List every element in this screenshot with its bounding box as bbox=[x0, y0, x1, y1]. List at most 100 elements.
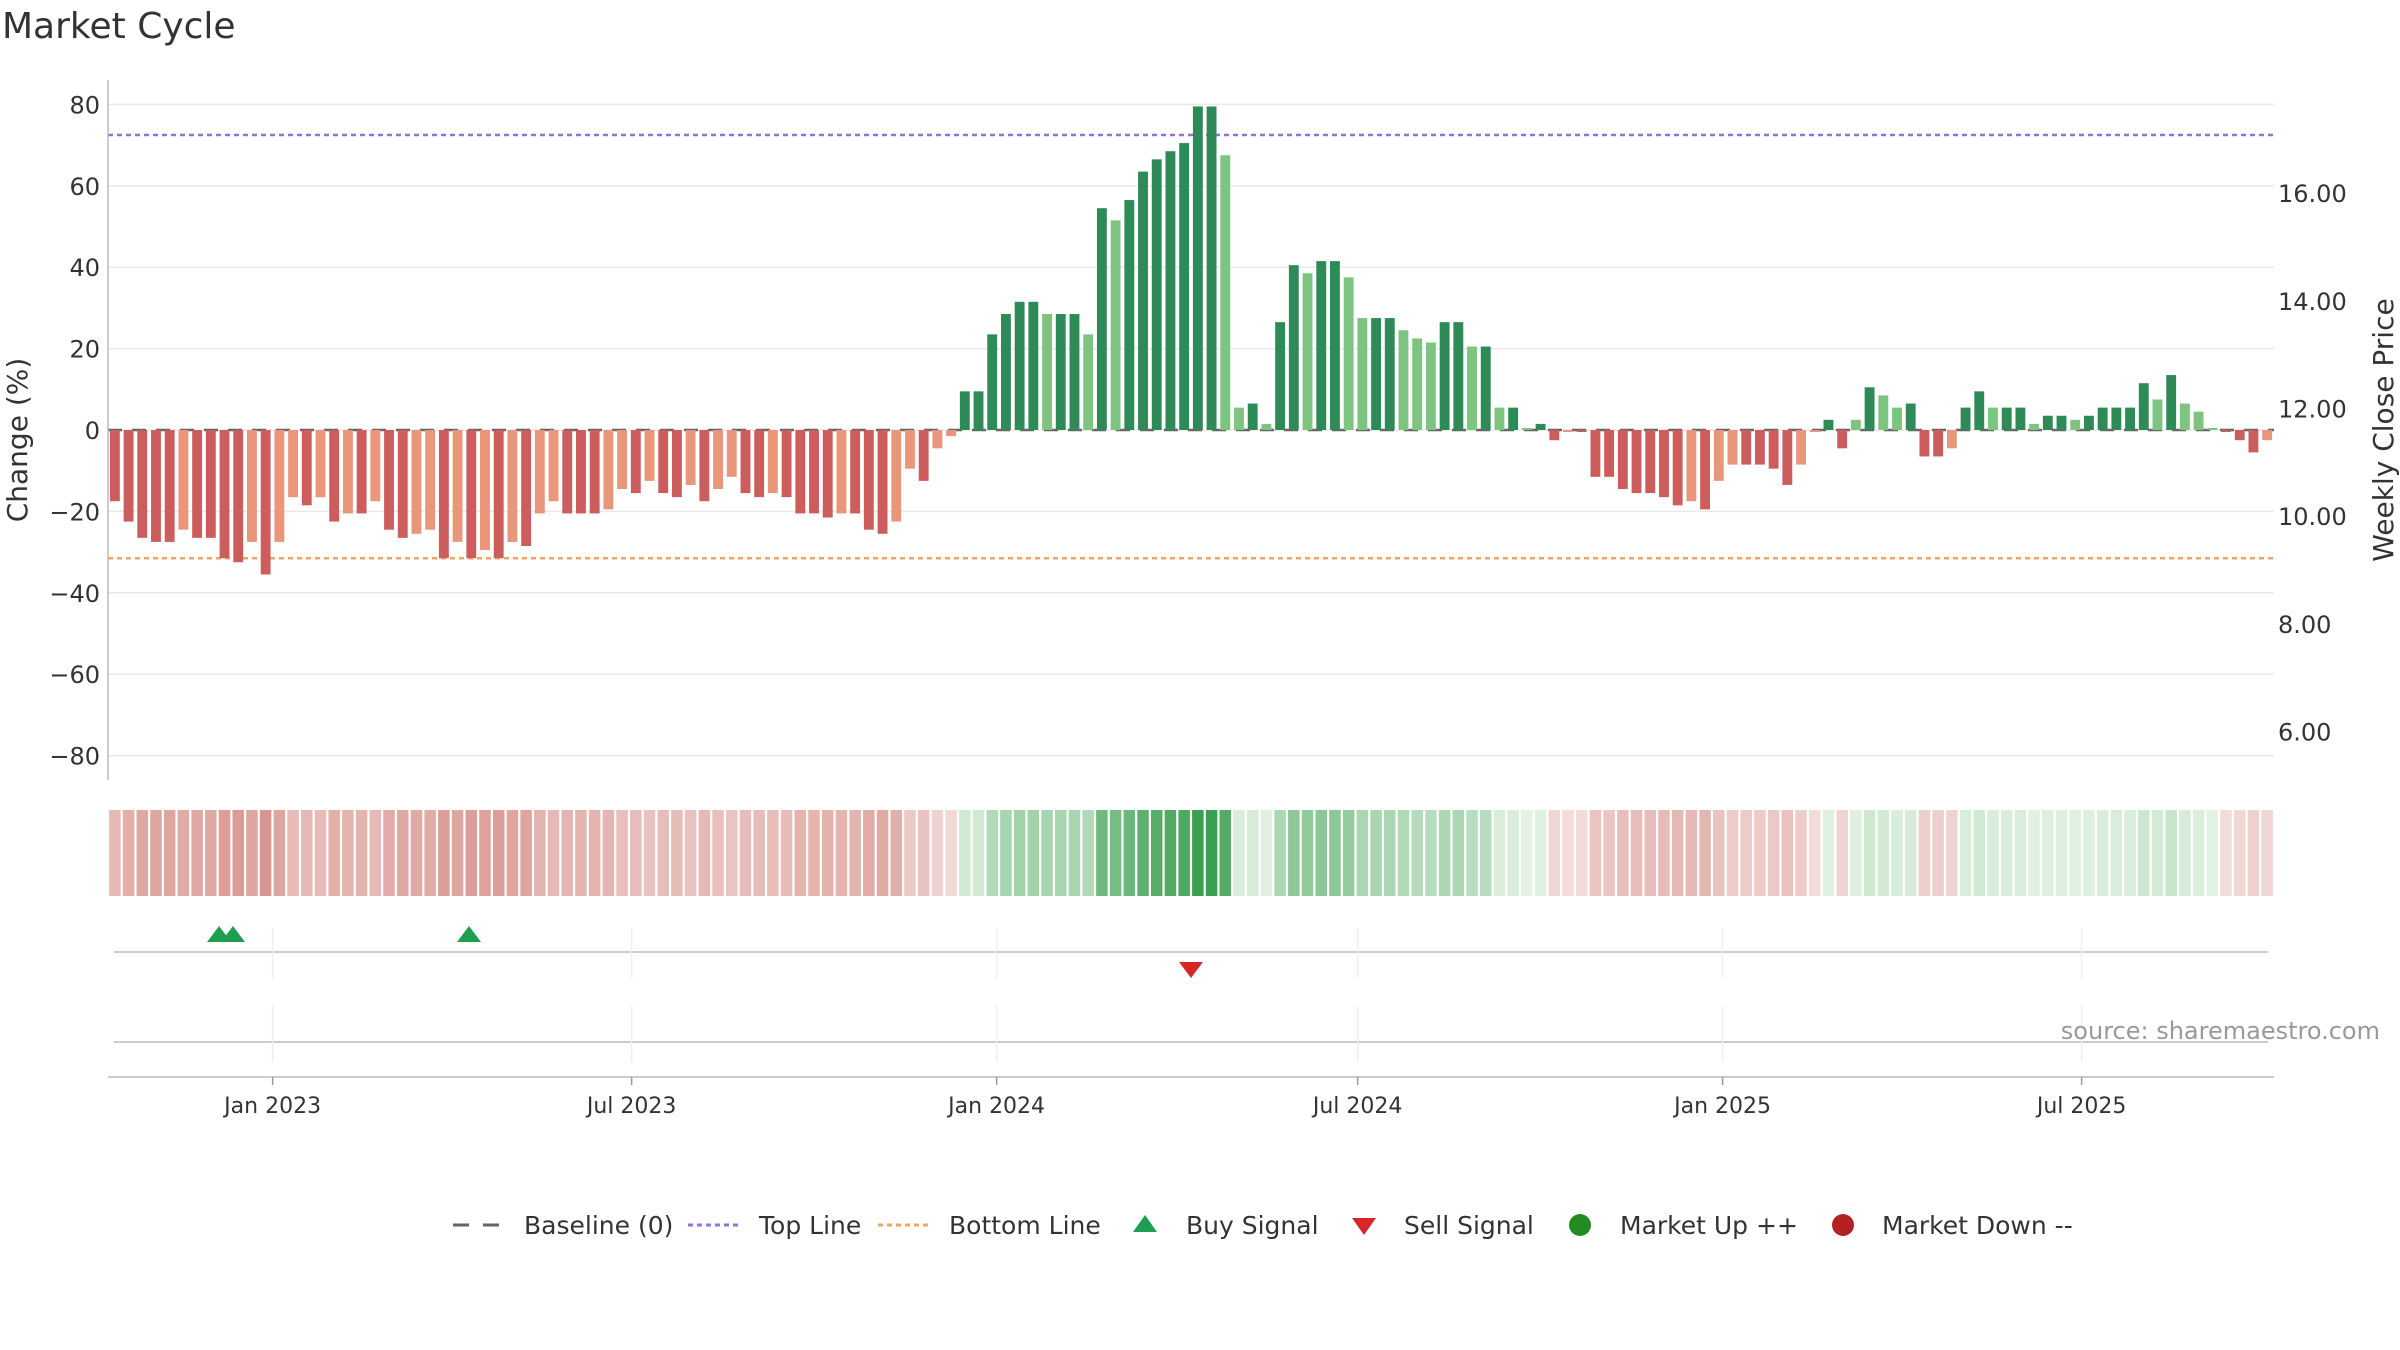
change-bar bbox=[850, 430, 861, 514]
heat-cell bbox=[1630, 810, 1643, 896]
change-bar bbox=[2152, 399, 2163, 430]
change-bar bbox=[2015, 407, 2026, 430]
change-bar bbox=[1398, 330, 1409, 430]
heat-cell bbox=[794, 810, 807, 896]
x-tick-label: Jul 2025 bbox=[2035, 1094, 2127, 1119]
heat-cell bbox=[2138, 810, 2150, 896]
heat-cell bbox=[739, 810, 752, 896]
heat-cell bbox=[2000, 810, 2013, 896]
heat-cell bbox=[1767, 810, 1780, 896]
heat-cell bbox=[986, 810, 998, 896]
change-bar bbox=[452, 430, 463, 542]
heat-cell bbox=[1795, 810, 1807, 896]
y-tick-label: 40 bbox=[69, 254, 100, 282]
change-bar bbox=[781, 430, 792, 498]
change-bar bbox=[2221, 430, 2231, 433]
change-bar bbox=[1083, 334, 1094, 430]
y-axis-label: Change (%) bbox=[1, 358, 34, 523]
change-bar bbox=[1330, 261, 1340, 430]
change-bar bbox=[877, 430, 888, 534]
heat-cell bbox=[959, 810, 971, 896]
heat-cell bbox=[1932, 810, 1944, 896]
heat-cell bbox=[1685, 810, 1698, 896]
change-bar bbox=[1796, 430, 1806, 465]
heat-cell bbox=[2014, 810, 2027, 896]
y2-axis-label: Weekly Close Price bbox=[2367, 298, 2400, 561]
heat-cell bbox=[2042, 810, 2054, 896]
heat-cell bbox=[2206, 810, 2219, 896]
change-bar bbox=[1069, 314, 1080, 430]
change-bar bbox=[1549, 430, 1560, 441]
heat-cell bbox=[1192, 810, 1204, 896]
change-bar bbox=[1700, 430, 1711, 510]
change-bar bbox=[1179, 143, 1190, 430]
heat-cell bbox=[1863, 810, 1876, 896]
heat-cell bbox=[917, 810, 930, 896]
x-tick-label: Jan 2025 bbox=[1672, 1094, 1771, 1119]
heat-cell bbox=[1987, 810, 1999, 896]
change-bar bbox=[1412, 338, 1423, 430]
heat-cell bbox=[945, 810, 957, 896]
legend-sell-signal-icon bbox=[1352, 1218, 1376, 1235]
change-bar bbox=[713, 430, 723, 490]
change-bar bbox=[2179, 403, 2190, 430]
change-bar bbox=[1604, 430, 1615, 477]
change-bar bbox=[1151, 159, 1162, 430]
change-bar bbox=[2070, 419, 2081, 430]
heat-cell bbox=[1109, 810, 1122, 896]
change-bar bbox=[589, 430, 600, 514]
change-bar bbox=[836, 430, 847, 514]
heat-cell bbox=[2261, 810, 2273, 896]
change-bar bbox=[1467, 346, 1477, 430]
heat-cell bbox=[396, 810, 409, 896]
change-bar bbox=[493, 430, 504, 559]
y2-tick-label: 16.00 bbox=[2278, 180, 2347, 208]
heat-cell bbox=[1562, 810, 1574, 896]
change-bar bbox=[1494, 407, 1505, 430]
change-bar bbox=[1809, 430, 1820, 433]
change-bar bbox=[644, 430, 655, 481]
heat-cell bbox=[1411, 810, 1423, 896]
change-bar bbox=[2042, 415, 2053, 430]
change-bar bbox=[370, 430, 381, 502]
change-bar bbox=[1590, 430, 1601, 477]
change-bar bbox=[1754, 430, 1765, 465]
heat-cell bbox=[1589, 810, 1602, 896]
change-bar bbox=[1220, 155, 1231, 430]
heat-cell bbox=[1822, 810, 1835, 896]
heat-cell bbox=[1013, 810, 1026, 896]
grid-layer bbox=[108, 103, 2274, 757]
change-bar bbox=[1096, 208, 1107, 430]
change-bar bbox=[946, 430, 957, 437]
source-note: source: sharemaestro.com bbox=[2061, 1017, 2380, 1045]
heat-cell bbox=[205, 810, 217, 896]
change-bar bbox=[1453, 322, 1464, 430]
change-bar bbox=[1960, 407, 1971, 430]
change-bar bbox=[1837, 430, 1848, 449]
heat-cell bbox=[2124, 810, 2136, 896]
heat-cell bbox=[1329, 810, 1341, 896]
heat-cell bbox=[438, 810, 450, 896]
heat-cell bbox=[1699, 810, 1711, 896]
heat-cell bbox=[1713, 810, 1725, 896]
bar-layer bbox=[109, 106, 2273, 575]
change-bar bbox=[2262, 430, 2273, 441]
change-bar bbox=[2083, 415, 2094, 430]
change-bar bbox=[1946, 430, 1957, 449]
change-bar bbox=[1055, 314, 1066, 430]
change-bar bbox=[548, 430, 559, 502]
heat-cell bbox=[1781, 810, 1794, 896]
change-bar bbox=[151, 430, 161, 542]
change-bar bbox=[123, 430, 134, 522]
change-bar bbox=[384, 430, 394, 530]
change-bar bbox=[329, 430, 340, 522]
heat-cell bbox=[1973, 810, 1986, 896]
change-bar bbox=[726, 430, 737, 477]
change-bar bbox=[1316, 261, 1327, 430]
legend-buy-signal-icon bbox=[1133, 1215, 1157, 1232]
change-bar bbox=[192, 430, 203, 538]
heat-cell bbox=[1356, 810, 1369, 896]
change-bar bbox=[2111, 407, 2122, 430]
y-tick-label: −80 bbox=[49, 743, 100, 771]
change-bar bbox=[2207, 427, 2218, 430]
